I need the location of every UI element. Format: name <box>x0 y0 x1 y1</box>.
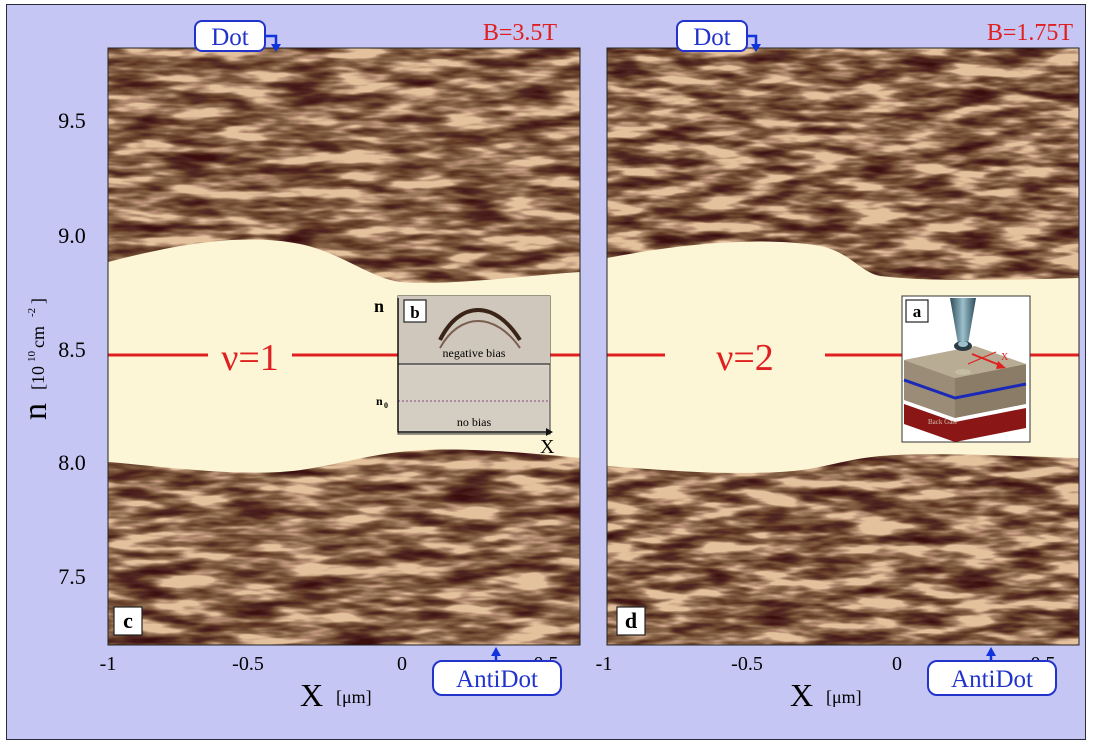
x-axis-unit: [μm] <box>336 687 372 707</box>
x-tick-label: 0 <box>892 653 902 675</box>
inset-b-x-axis: X <box>540 436 555 458</box>
inset-b-n0-label: n <box>376 394 383 408</box>
antidot-arrow <box>491 647 501 656</box>
inset-b-arc <box>438 308 522 342</box>
inset-a-backgate <box>904 404 1026 442</box>
x-axis-unit: [μm] <box>826 687 862 707</box>
inset-a-backgate-text: Back Gate <box>928 418 957 426</box>
y-tick-label: 8.0 <box>58 450 86 475</box>
panel-d-border <box>606 47 1080 646</box>
antidot-callout-box <box>432 660 562 696</box>
dot-label: Dot <box>211 24 249 51</box>
y-tick-label: 7.5 <box>58 564 86 589</box>
inset-a: Back Gate X a <box>901 295 1031 443</box>
x-axis-label: X <box>300 677 323 713</box>
dot-callout: Dot <box>194 20 281 52</box>
y-axis: 9.5 9.0 8.5 8.0 7.5 n [10 10 cm -2 ] <box>17 108 86 589</box>
panel-d-label-box <box>616 606 646 636</box>
field-label: B=1.75T <box>987 20 1074 46</box>
dot-arrow <box>747 34 758 46</box>
inset-a-sample-top <box>904 346 1026 378</box>
inset-a-label-box <box>905 299 929 323</box>
x-tick-label: -0.5 <box>232 653 264 675</box>
antidot-label: AntiDot <box>951 666 1033 693</box>
dot-label: Dot <box>693 24 731 51</box>
field-label: B=3.5T <box>483 20 558 46</box>
inset-b: b n X n 0 negative bias no bias <box>374 295 555 458</box>
y-axis-label-unit2: cm <box>28 326 48 348</box>
dot-arrow <box>265 34 278 46</box>
inset-a-x-axis: X <box>1001 352 1009 363</box>
y-axis-label-close: ] <box>28 298 48 304</box>
y-axis-title: n [10 10 cm -2 ] <box>17 298 54 420</box>
inset-a-tip <box>950 298 976 344</box>
panel-c: ν=1 b n X n 0 negative b <box>100 20 581 713</box>
x-tick-label: -1 <box>100 653 117 675</box>
y-axis-label-unit: [10 <box>28 366 48 390</box>
y-axis-label-exp: 10 <box>26 351 38 363</box>
x-tick-label: 0 <box>397 653 407 675</box>
inset-a-2deg-layer <box>903 378 1027 400</box>
dot-callout: Dot <box>676 20 761 52</box>
inset-b-n0-sub: 0 <box>384 401 388 410</box>
y-tick-label: 8.5 <box>58 337 86 362</box>
x-tick-label: -1 <box>596 653 613 675</box>
inset-b-top-text: negative bias <box>443 346 506 360</box>
y-axis-label-exp2: -2 <box>26 308 38 317</box>
panel-c-label-box <box>113 606 143 636</box>
filling-factor-label: ν=2 <box>716 337 774 379</box>
y-axis-label-main: n <box>17 403 54 420</box>
antidot-callout-box <box>927 660 1057 696</box>
antidot-label: AntiDot <box>456 666 538 693</box>
inset-b-label: b <box>410 303 419 322</box>
y-tick-label: 9.5 <box>58 108 86 133</box>
panel-d: ν=2 Back Gate X a <box>596 20 1080 713</box>
inset-b-bottom-text: no bias <box>457 415 492 429</box>
antidot-callout: AntiDot <box>432 647 562 696</box>
antidot-arrow <box>986 647 996 656</box>
y-tick-label: 9.0 <box>58 223 86 248</box>
panel-c-border <box>107 47 581 646</box>
x-tick-label: -0.5 <box>731 653 763 675</box>
panel-c-label: c <box>123 608 133 633</box>
inset-b-n-axis: n <box>374 296 384 316</box>
antidot-callout: AntiDot <box>927 647 1057 696</box>
inset-a-label: a <box>913 302 922 321</box>
panel-d-label: d <box>625 608 637 633</box>
x-axis-label: X <box>790 677 813 713</box>
inset-b-label-box <box>403 299 427 323</box>
filling-factor-label: ν=1 <box>221 337 279 379</box>
